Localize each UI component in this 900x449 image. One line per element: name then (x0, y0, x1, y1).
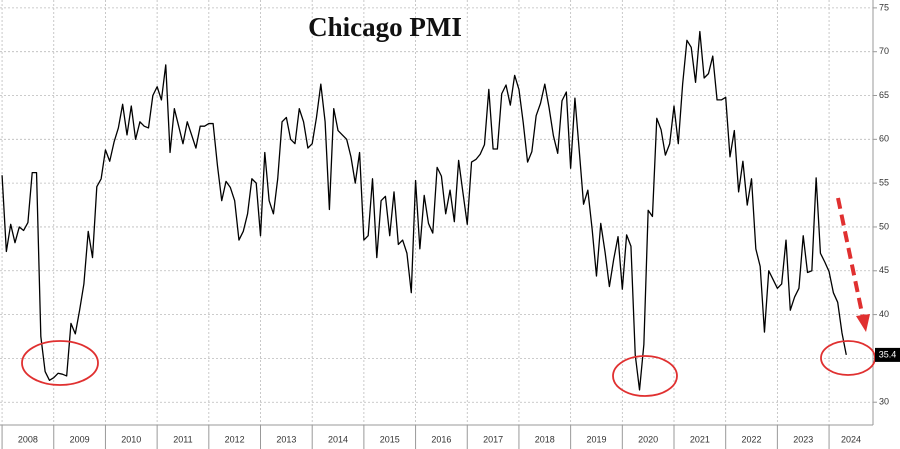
y-tick-label: 50 (879, 221, 889, 231)
x-tick-label: 2015 (380, 434, 400, 444)
x-tick-label: 2018 (535, 434, 555, 444)
x-tick-label: 2008 (18, 434, 38, 444)
x-tick-label: 2011 (173, 434, 192, 444)
highlight-circle (820, 340, 876, 376)
trend-arrow (836, 197, 865, 319)
y-tick-label: 30 (879, 397, 889, 407)
last-value-box (875, 347, 900, 362)
x-tick-label: 2010 (121, 434, 141, 444)
arrow-head (856, 314, 870, 332)
annotations (21, 197, 876, 397)
y-tick-label: 55 (879, 178, 889, 188)
x-tick-label: 2019 (586, 434, 606, 444)
x-tick-label: 2022 (742, 434, 762, 444)
x-tick-label: 2012 (225, 434, 245, 444)
y-tick-label: 40 (879, 309, 889, 319)
x-tick-label: 2013 (276, 434, 296, 444)
y-tick-label: 60 (879, 134, 889, 144)
highlight-circle (612, 355, 678, 397)
x-tick-label: 2017 (483, 434, 503, 444)
y-tick-label: 65 (879, 90, 889, 100)
x-tick-label: 2021 (690, 434, 710, 444)
x-tick-label: 2016 (431, 434, 451, 444)
x-tick-label: 2014 (328, 434, 348, 444)
x-tick-label: 2009 (70, 434, 90, 444)
y-tick-label: 75 (879, 2, 889, 12)
x-tick-label: 2024 (841, 434, 861, 444)
y-tick-label: 70 (879, 46, 889, 56)
plot (1, 30, 847, 391)
y-tick-label: 45 (879, 265, 889, 275)
chart-title: Chicago PMI (308, 12, 462, 42)
x-tick-label: 2023 (793, 434, 813, 444)
last-value-label: 35.4 (879, 349, 897, 359)
highlight-circle (21, 340, 99, 386)
line (1, 30, 847, 391)
axis-band (0, 425, 900, 449)
x-tick-label: 2020 (638, 434, 658, 444)
